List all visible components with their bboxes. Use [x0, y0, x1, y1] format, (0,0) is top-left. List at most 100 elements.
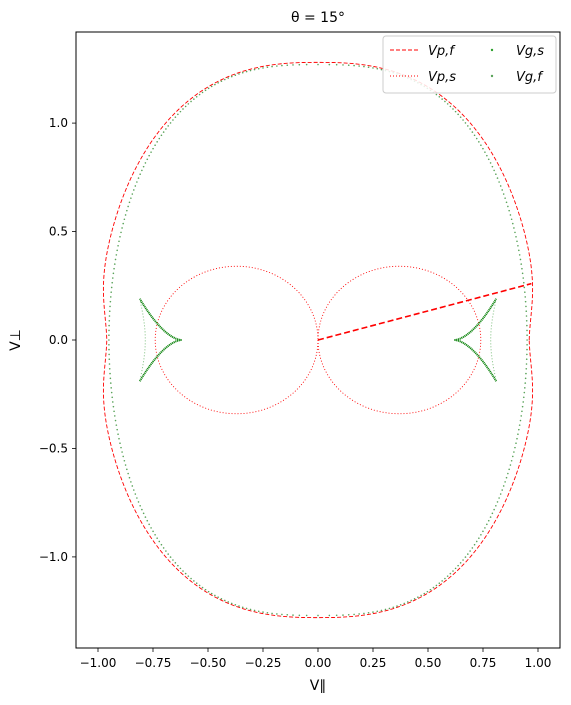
vgf-point [446, 103, 449, 105]
vgf-point [504, 481, 506, 483]
vgf-point [204, 89, 207, 92]
vgf-point [224, 78, 226, 81]
vgf-point [108, 324, 110, 327]
vgf-point [148, 523, 150, 526]
vgf-point [452, 108, 454, 110]
vgf-point [353, 613, 355, 616]
vgf-point [493, 508, 495, 511]
direction-line [317, 282, 532, 341]
vgf-point [224, 599, 226, 602]
vgf-point [281, 64, 283, 67]
x-tick-label: 0.50 [415, 656, 442, 670]
vgf-point [410, 599, 413, 602]
vgf-point [158, 540, 161, 543]
vgf-point [522, 401, 525, 403]
y-tick-label: −1.0 [39, 550, 68, 564]
vgf-point [499, 185, 502, 187]
vgf-point [139, 504, 141, 507]
vgf-point [217, 596, 219, 598]
vgf-point [286, 64, 289, 67]
vgf-point [376, 67, 379, 70]
vgs-cusp-branch [454, 339, 498, 382]
vgf-point [220, 80, 223, 82]
vgf-point [507, 472, 509, 475]
vgf-point [486, 523, 488, 526]
vgf-point [119, 236, 121, 238]
vgf-point [249, 69, 252, 72]
vgf-point [108, 353, 110, 356]
vgf-point [276, 65, 278, 67]
vgf-point [317, 63, 319, 66]
vgf-point [172, 119, 174, 121]
vgf-point [230, 602, 233, 605]
vgf-point [127, 205, 129, 208]
vgf-point [136, 497, 138, 499]
vgf-point [423, 592, 426, 595]
vgf-point [478, 141, 480, 143]
vgf-point [132, 189, 135, 191]
vgf-point [115, 254, 118, 256]
vgf-point [396, 605, 398, 607]
vgf-point [525, 305, 527, 308]
vgf-point [432, 586, 435, 589]
vgf-point [526, 329, 528, 332]
vgf-point [487, 519, 490, 522]
vgf-point [167, 125, 169, 127]
vgf-point [154, 533, 156, 536]
vgf-point [335, 63, 338, 66]
chart-title: θ = 15° [291, 10, 345, 26]
vgf-point [446, 575, 449, 577]
vgf-point [518, 249, 520, 252]
y-tick-label: 1.0 [49, 116, 68, 130]
vgf-point [136, 181, 138, 183]
vgf-point [493, 169, 495, 172]
vgf-point [108, 344, 110, 346]
vgf-point [108, 367, 111, 370]
vgf-point [184, 105, 187, 108]
vgf-point [123, 218, 126, 221]
vgf-point [526, 344, 528, 346]
vgf-point [146, 519, 149, 522]
vgf-point [108, 339, 110, 341]
vgf-point [328, 614, 331, 617]
vgf-point [489, 162, 492, 164]
vgf-point [475, 540, 478, 543]
vgf-point [214, 83, 216, 86]
vgf-point [480, 533, 482, 536]
vgf-point [195, 95, 198, 98]
vgf-point [523, 391, 526, 394]
vgf-point [210, 592, 213, 595]
vgs-cusp-branch [454, 298, 498, 341]
vgf-point [169, 122, 172, 124]
vgf-point [462, 119, 464, 121]
vgf-point [417, 596, 419, 598]
vgf-point [495, 173, 497, 176]
vgf-point [109, 372, 111, 375]
vgf-point [486, 154, 488, 157]
vgf-point [230, 75, 233, 78]
vgf-point [115, 424, 118, 426]
y-axis-ticks: −1.0 −0.5 0.0 0.5 1.0 [39, 116, 76, 564]
vgf-point [449, 572, 452, 575]
vgf-point [469, 128, 471, 130]
vgf-point [121, 227, 123, 229]
legend-label: Vg,f [516, 70, 544, 85]
vgf-point [109, 296, 112, 298]
vgf-point [108, 348, 110, 351]
vgf-point [499, 493, 502, 495]
vgf-point [478, 537, 480, 539]
vgf-point [238, 605, 240, 607]
vgf-point [517, 433, 519, 436]
x-tick-label: 0.25 [360, 656, 387, 670]
vgf-point [108, 363, 111, 365]
vgf-point [120, 231, 122, 234]
vgf-point [522, 396, 525, 399]
vgf-point [524, 382, 527, 384]
vgf-point [496, 177, 499, 179]
vgf-point [117, 244, 119, 247]
vgf-point [510, 218, 513, 221]
vgf-point [484, 151, 486, 153]
vgf-point [523, 286, 526, 289]
vgf-point [122, 222, 125, 225]
